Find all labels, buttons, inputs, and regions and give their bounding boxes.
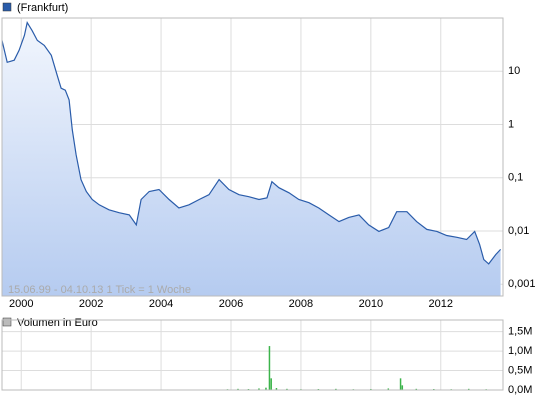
volume-bar xyxy=(258,388,260,390)
volume-bar xyxy=(286,388,288,390)
plot: 0,0M 0,5M 1,0M 1,5M xyxy=(1,319,532,396)
y-tick-label: 1 xyxy=(508,118,514,130)
legend-label: Volumen in Euro xyxy=(17,317,98,329)
y-tick-label: 0,0M xyxy=(508,384,532,396)
legend-swatch xyxy=(2,2,12,12)
price-line xyxy=(1,21,502,265)
volume-bar xyxy=(387,388,390,390)
volume-bar xyxy=(265,387,267,390)
volume-bar xyxy=(335,388,337,390)
volume-bar xyxy=(270,378,272,390)
legend-swatch xyxy=(2,317,12,327)
volume-bar xyxy=(401,385,404,390)
y-tick-label: 10 xyxy=(508,65,520,77)
y-tick-label: 1,5M xyxy=(508,326,532,338)
x-tick-label: 2008 xyxy=(289,298,313,310)
volume-bar xyxy=(415,388,418,390)
x-tick-label: 2000 xyxy=(9,298,33,310)
y-tick-label: 0,5M xyxy=(508,364,532,376)
x-tick-label: 2012 xyxy=(429,298,453,310)
y-tick-label: 1,0M xyxy=(508,345,532,357)
area-fill xyxy=(2,22,501,296)
plot: 2000 2002 2004 2006 2008 2010 2012 0,001 0,01 0,1… xyxy=(1,17,536,310)
x-tick-label: 2004 xyxy=(149,298,173,310)
x-tick-label: 2002 xyxy=(79,298,103,310)
legend-label: (Frankfurt) xyxy=(17,2,68,14)
x-tick-label: 2006 xyxy=(219,298,243,310)
y-tick-label: 0,1 xyxy=(508,172,523,184)
volume-bar xyxy=(399,378,402,390)
volume-bar xyxy=(467,388,470,390)
y-tick-label: 0,01 xyxy=(508,225,529,237)
annotation: 15.06.99 - 04.10.13 1 Tick = 1 Woche xyxy=(8,284,191,296)
plot-frame xyxy=(1,319,504,391)
volume-bar xyxy=(275,388,278,390)
x-tick-label: 2010 xyxy=(359,298,383,310)
y-tick-label: 0,001 xyxy=(508,278,536,290)
volume-bar xyxy=(268,346,271,390)
volume-bar xyxy=(237,388,239,390)
plot-frame xyxy=(1,17,504,297)
